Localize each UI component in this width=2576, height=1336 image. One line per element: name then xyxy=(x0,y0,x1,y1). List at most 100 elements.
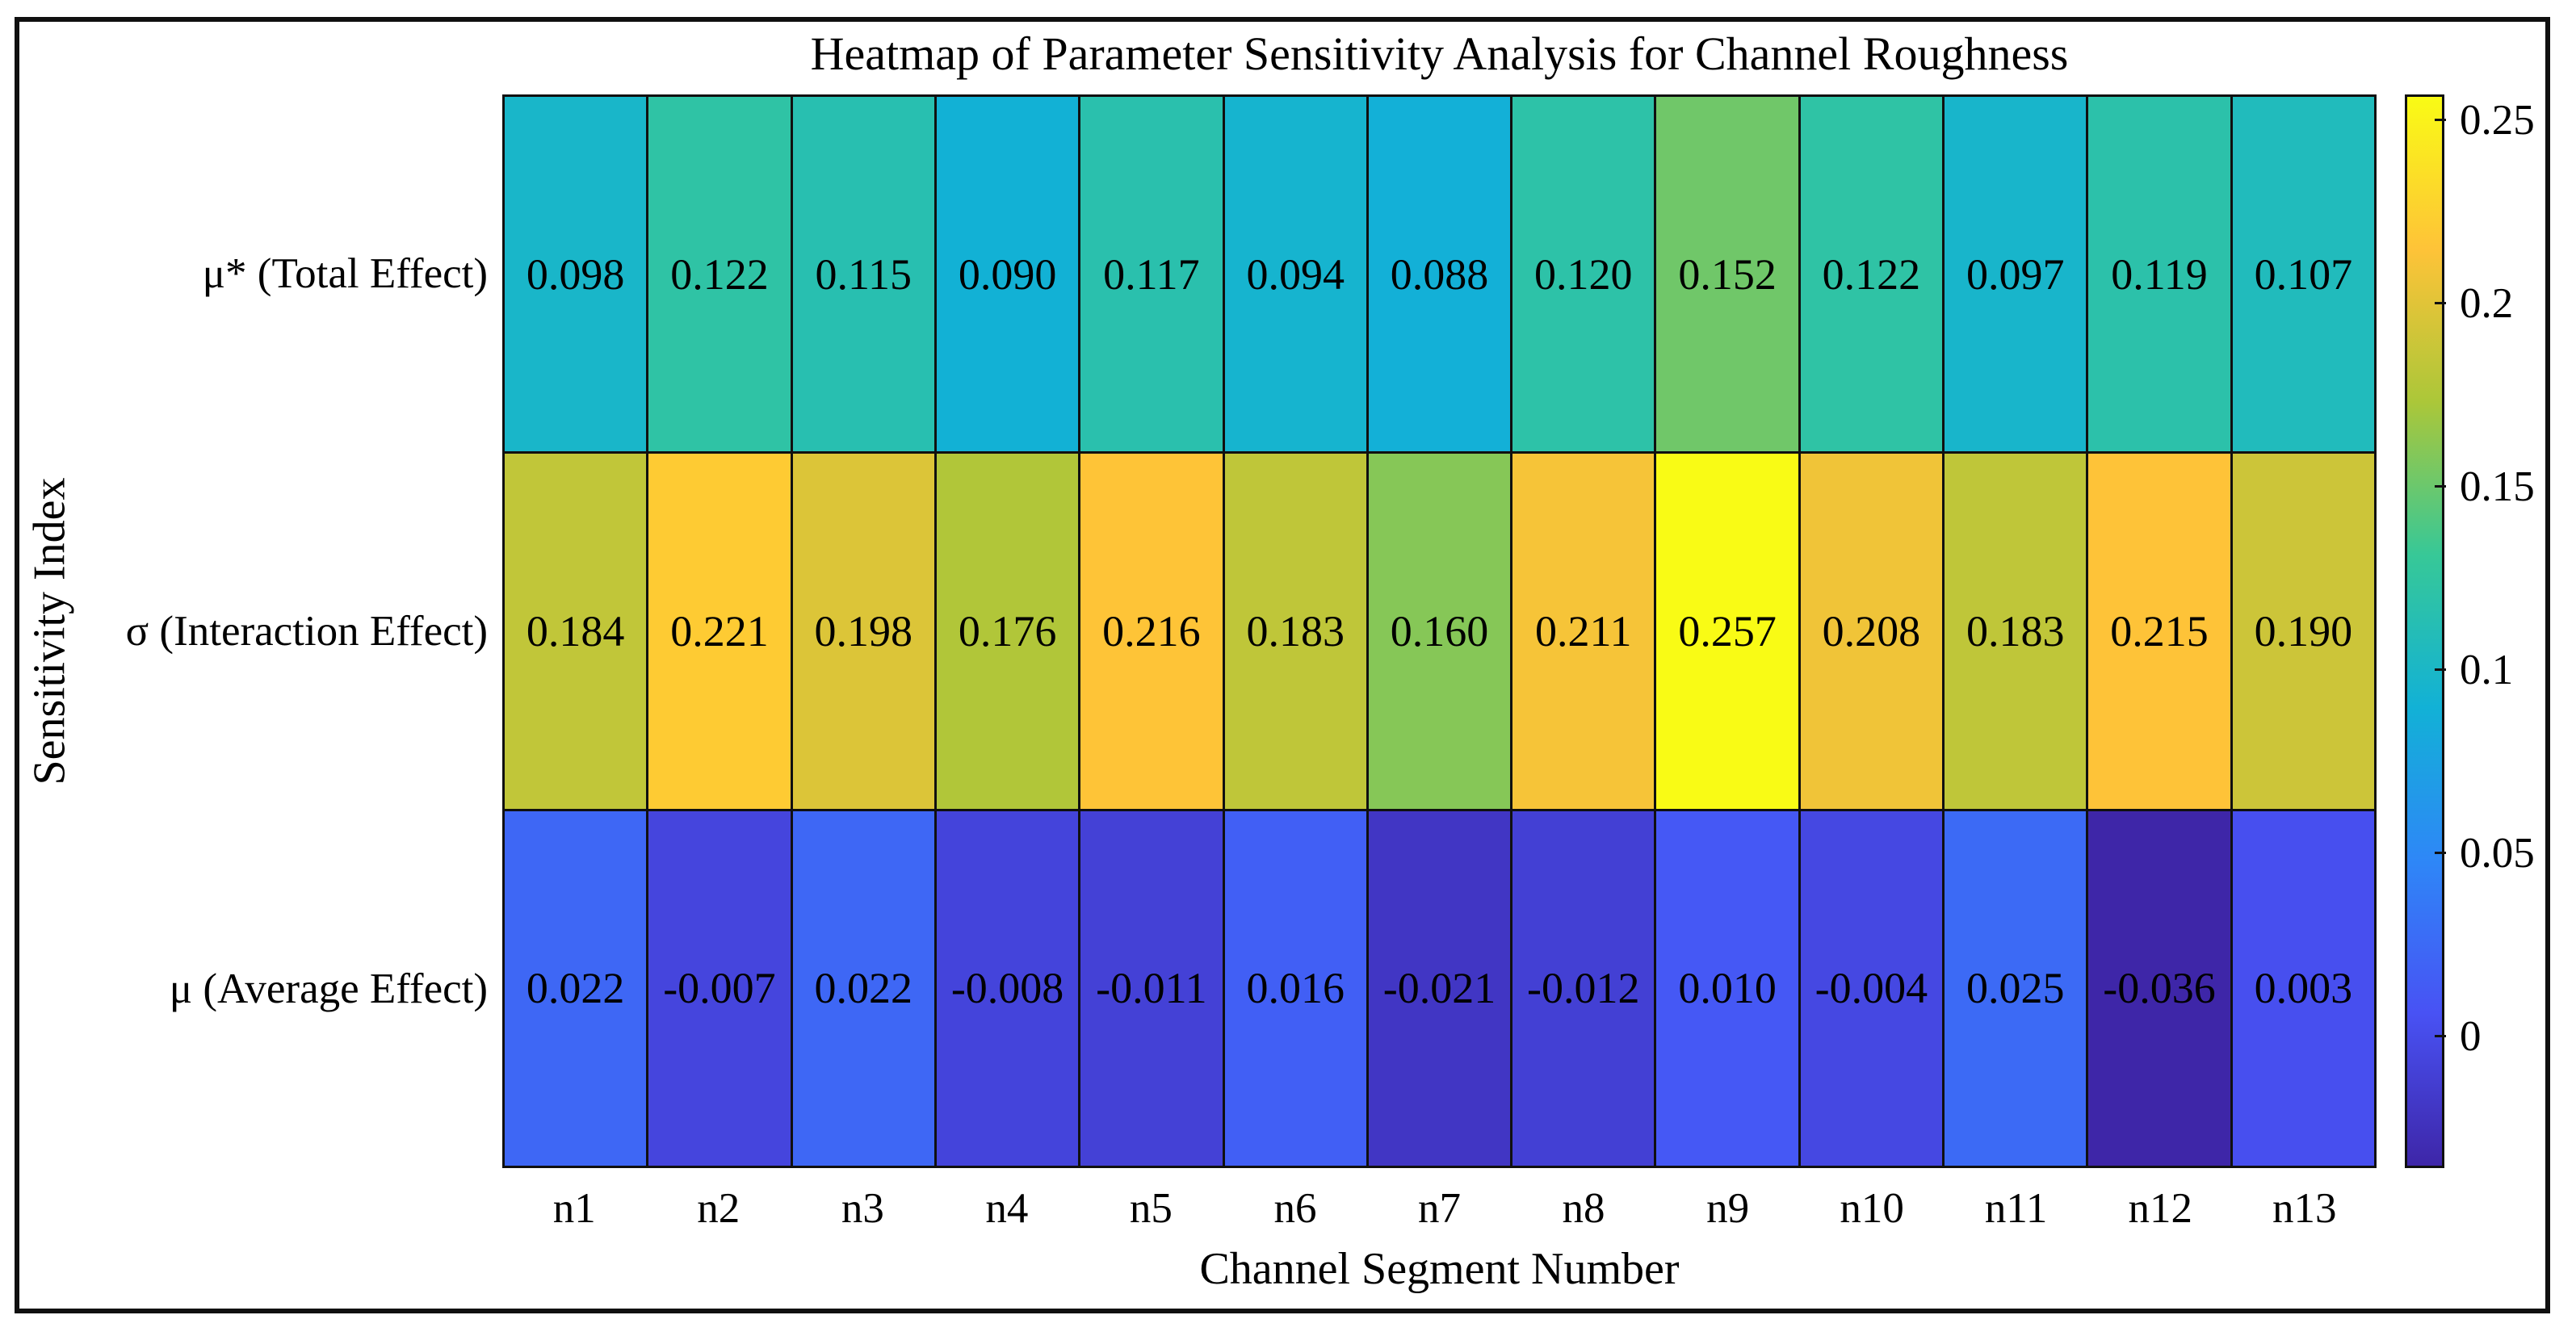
heatmap-cell-n9-row2: 0.257 xyxy=(1656,454,1798,809)
heatmap-cell-value: 0.098 xyxy=(526,249,625,299)
heatmap-cell-value: 0.025 xyxy=(1966,964,2065,1013)
heatmap-cell-n4-row2: 0.176 xyxy=(936,454,1079,809)
chart-title: Heatmap of Parameter Sensitivity Analysi… xyxy=(810,27,2069,80)
heatmap-cell-n12-row3: -0.036 xyxy=(2088,810,2230,1166)
x-tick-label-n11: n11 xyxy=(1984,1185,2048,1232)
row-label-1: μ* (Total Effect) xyxy=(202,249,488,297)
heatmap-cell-value: 0.122 xyxy=(1822,249,1921,299)
heatmap-cell-n7-row2: 0.160 xyxy=(1368,454,1511,809)
heatmap-cell-n8-row3: -0.012 xyxy=(1512,810,1655,1166)
heatmap-cell-value: 0.211 xyxy=(1535,606,1632,655)
colorbar-tick-0.2 xyxy=(2435,302,2446,305)
heatmap-cell-value: 0.176 xyxy=(958,606,1057,655)
x-tick-label-n6: n6 xyxy=(1273,1185,1317,1232)
heatmap-cell-n13-row3: 0.003 xyxy=(2232,810,2374,1166)
heatmap-cell-value: 0.094 xyxy=(1246,249,1345,299)
heatmap-cell-value: 0.115 xyxy=(815,249,913,299)
heatmap-cell-n12-row2: 0.215 xyxy=(2088,454,2230,809)
heatmap-cell-n5-row1: 0.117 xyxy=(1080,97,1223,452)
heatmap-cell-value: 0.215 xyxy=(2110,606,2209,655)
x-tick-label-n3: n3 xyxy=(841,1185,884,1232)
heatmap-cell-value: -0.036 xyxy=(2103,964,2216,1013)
heatmap-cell-value: 0.190 xyxy=(2254,606,2353,655)
heatmap-cell-value: 0.016 xyxy=(1246,964,1345,1013)
colorbar-label-0: 0 xyxy=(2460,1012,2482,1060)
heatmap-cell-n6-row3: 0.016 xyxy=(1224,810,1366,1166)
heatmap-cell-n10-row3: -0.004 xyxy=(1800,810,1943,1166)
heatmap-cell-n11-row2: 0.183 xyxy=(1945,454,2087,809)
heatmap-cell-n13-row2: 0.190 xyxy=(2232,454,2374,809)
heatmap-cell-value: 0.003 xyxy=(2254,964,2353,1013)
colorbar xyxy=(2405,94,2444,1168)
figure-border-frame xyxy=(15,17,2550,1313)
heatmap-cell-n10-row1: 0.122 xyxy=(1800,97,1943,452)
heatmap-cell-n7-row3: -0.021 xyxy=(1368,810,1511,1166)
heatmap-cell-n11-row3: 0.025 xyxy=(1945,810,2087,1166)
heatmap-cell-n10-row2: 0.208 xyxy=(1800,454,1943,809)
heatmap-cell-n3-row2: 0.198 xyxy=(792,454,934,809)
heatmap-cell-value: 0.088 xyxy=(1390,249,1489,299)
x-tick-label-n8: n8 xyxy=(1562,1185,1605,1232)
colorbar-tick-0.25 xyxy=(2435,119,2446,122)
heatmap-cell-value: 0.022 xyxy=(814,964,913,1013)
heatmap-cell-value: 0.122 xyxy=(670,249,769,299)
colorbar-tick-0.05 xyxy=(2435,852,2446,855)
x-axis-title: Channel Segment Number xyxy=(1199,1244,1680,1294)
heatmap-cell-n5-row2: 0.216 xyxy=(1080,454,1223,809)
x-tick-label-n10: n10 xyxy=(1840,1185,1904,1232)
heatmap-cell-value: 0.221 xyxy=(670,606,769,655)
heatmap-cell-n9-row1: 0.152 xyxy=(1656,97,1798,452)
row-label-3: μ (Average Effect) xyxy=(169,965,488,1013)
heatmap-cell-n2-row2: 0.221 xyxy=(648,454,791,809)
x-tick-label-n2: n2 xyxy=(697,1185,740,1232)
heatmap-cell-n13-row1: 0.107 xyxy=(2232,97,2374,452)
x-tick-label-n9: n9 xyxy=(1706,1185,1750,1232)
heatmap-cell-value: -0.007 xyxy=(663,964,776,1013)
heatmap-cell-n7-row1: 0.088 xyxy=(1368,97,1511,452)
heatmap-cell-value: -0.004 xyxy=(1815,964,1928,1013)
colorbar-label-0.2: 0.2 xyxy=(2460,279,2514,327)
heatmap-cell-value: 0.257 xyxy=(1678,606,1777,655)
heatmap-cell-value: 0.097 xyxy=(1966,249,2065,299)
heatmap-cell-value: -0.012 xyxy=(1527,964,1640,1013)
colorbar-label-0.05: 0.05 xyxy=(2460,829,2535,877)
heatmap-cell-n2-row1: 0.122 xyxy=(648,97,791,452)
heatmap-cell-value: 0.117 xyxy=(1103,249,1200,299)
heatmap-cell-value: 0.184 xyxy=(526,606,625,655)
heatmap-cell-n4-row3: -0.008 xyxy=(936,810,1079,1166)
colorbar-label-0.15: 0.15 xyxy=(2460,463,2535,510)
heatmap-cell-value: 0.120 xyxy=(1534,249,1633,299)
heatmap-cell-value: 0.183 xyxy=(1966,606,2065,655)
heatmap-cell-value: -0.011 xyxy=(1096,964,1207,1013)
x-tick-label-n5: n5 xyxy=(1129,1185,1173,1232)
colorbar-label-0.1: 0.1 xyxy=(2460,646,2514,693)
heatmap-cell-n12-row1: 0.119 xyxy=(2088,97,2230,452)
heatmap-cell-n4-row1: 0.090 xyxy=(936,97,1079,452)
x-tick-label-n13: n13 xyxy=(2272,1185,2337,1232)
heatmap-cell-value: 0.090 xyxy=(958,249,1057,299)
colorbar-label-0.25: 0.25 xyxy=(2460,96,2535,144)
heatmap-cell-n2-row3: -0.007 xyxy=(648,810,791,1166)
heatmap-cell-value: 0.216 xyxy=(1102,606,1201,655)
heatmap-cell-n8-row1: 0.120 xyxy=(1512,97,1655,452)
heatmap-cell-value: -0.008 xyxy=(950,964,1064,1013)
colorbar-tick-0.15 xyxy=(2435,485,2446,488)
x-tick-label-n12: n12 xyxy=(2128,1185,2192,1232)
heatmap-grid: 0.098 0.122 0.115 0.090 0.117 0.094 0.088 0.120… xyxy=(502,94,2377,1168)
x-tick-label-n4: n4 xyxy=(985,1185,1029,1232)
heatmap-cell-n6-row1: 0.094 xyxy=(1224,97,1366,452)
heatmap-cell-value: 0.198 xyxy=(814,606,913,655)
heatmap-cell-n9-row3: 0.010 xyxy=(1656,810,1798,1166)
heatmap-cell-value: 0.152 xyxy=(1678,249,1777,299)
heatmap-cell-n5-row3: -0.011 xyxy=(1080,810,1223,1166)
row-label-2: σ (Interaction Effect) xyxy=(125,608,488,655)
colorbar-tick-0.1 xyxy=(2435,668,2446,672)
heatmap-cell-value: 0.160 xyxy=(1390,606,1489,655)
x-tick-label-n1: n1 xyxy=(552,1185,596,1232)
heatmap-cell-value: 0.107 xyxy=(2254,249,2353,299)
heatmap-cell-value: 0.183 xyxy=(1246,606,1345,655)
heatmap-cell-n11-row1: 0.097 xyxy=(1945,97,2087,452)
heatmap-cell-value: 0.022 xyxy=(526,964,625,1013)
heatmap-cell-n8-row2: 0.211 xyxy=(1512,454,1655,809)
